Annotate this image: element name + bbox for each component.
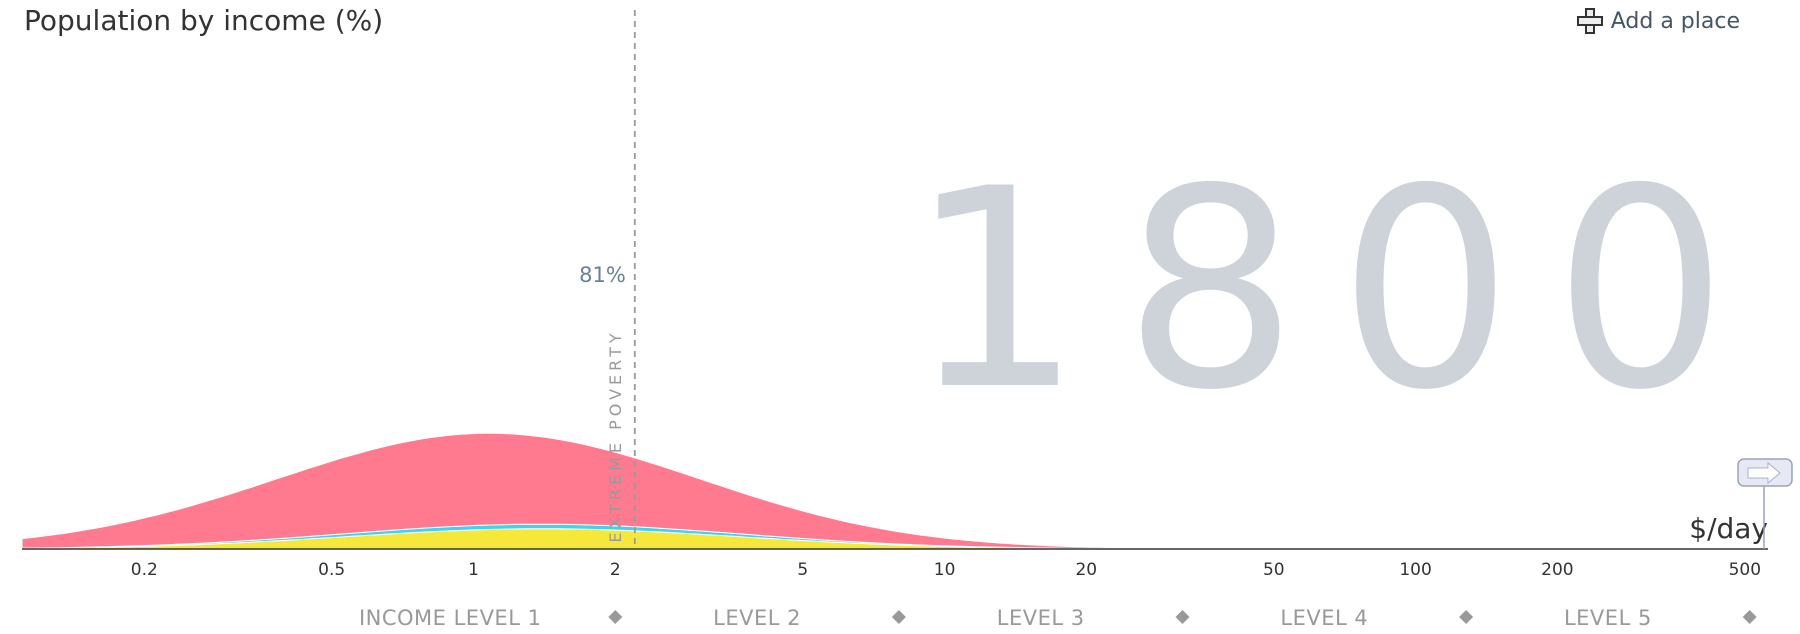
- income-level-label: LEVEL 3: [997, 606, 1085, 630]
- income-level-label: LEVEL 4: [1280, 606, 1368, 630]
- poverty-line-label: EXTREME POVERTY: [606, 329, 625, 542]
- level-separator-diamond: [891, 610, 906, 624]
- x-tick-label: 100: [1399, 560, 1431, 580]
- x-tick-label: 5: [797, 560, 808, 580]
- year-label: 1800: [908, 130, 1768, 450]
- x-tick-label: 10: [934, 560, 956, 580]
- level-separator-diamond: [1742, 610, 1757, 624]
- x-tick-label: 0.5: [318, 560, 345, 580]
- x-axis-label: $/day: [1689, 512, 1768, 545]
- add-place-button[interactable]: Add a place: [1576, 8, 1740, 34]
- x-tick-label: 50: [1263, 560, 1285, 580]
- chart-title: Population by income (%): [24, 4, 384, 37]
- x-tick-label: 2: [610, 560, 621, 580]
- plus-icon: [1576, 8, 1603, 34]
- area-series-2: [21, 432, 1768, 550]
- x-tick-label: 20: [1075, 560, 1097, 580]
- income-level-label: INCOME LEVEL 1: [359, 606, 542, 630]
- play-button[interactable]: [1737, 458, 1793, 549]
- level-separator-diamond: [608, 610, 623, 624]
- x-tick-label: 0.2: [131, 560, 158, 580]
- add-place-label: Add a place: [1610, 8, 1740, 34]
- poverty-share-label: 81%: [579, 263, 626, 287]
- income-level-label: LEVEL 2: [713, 606, 801, 630]
- income-level-label: LEVEL 5: [1564, 606, 1652, 630]
- level-separator-diamond: [1459, 610, 1474, 624]
- x-tick-label: 200: [1541, 560, 1573, 580]
- x-tick-label: 500: [1729, 560, 1761, 580]
- x-tick-label: 1: [468, 560, 479, 580]
- level-separator-diamond: [1175, 610, 1190, 624]
- arrow-right-icon: [1747, 461, 1781, 485]
